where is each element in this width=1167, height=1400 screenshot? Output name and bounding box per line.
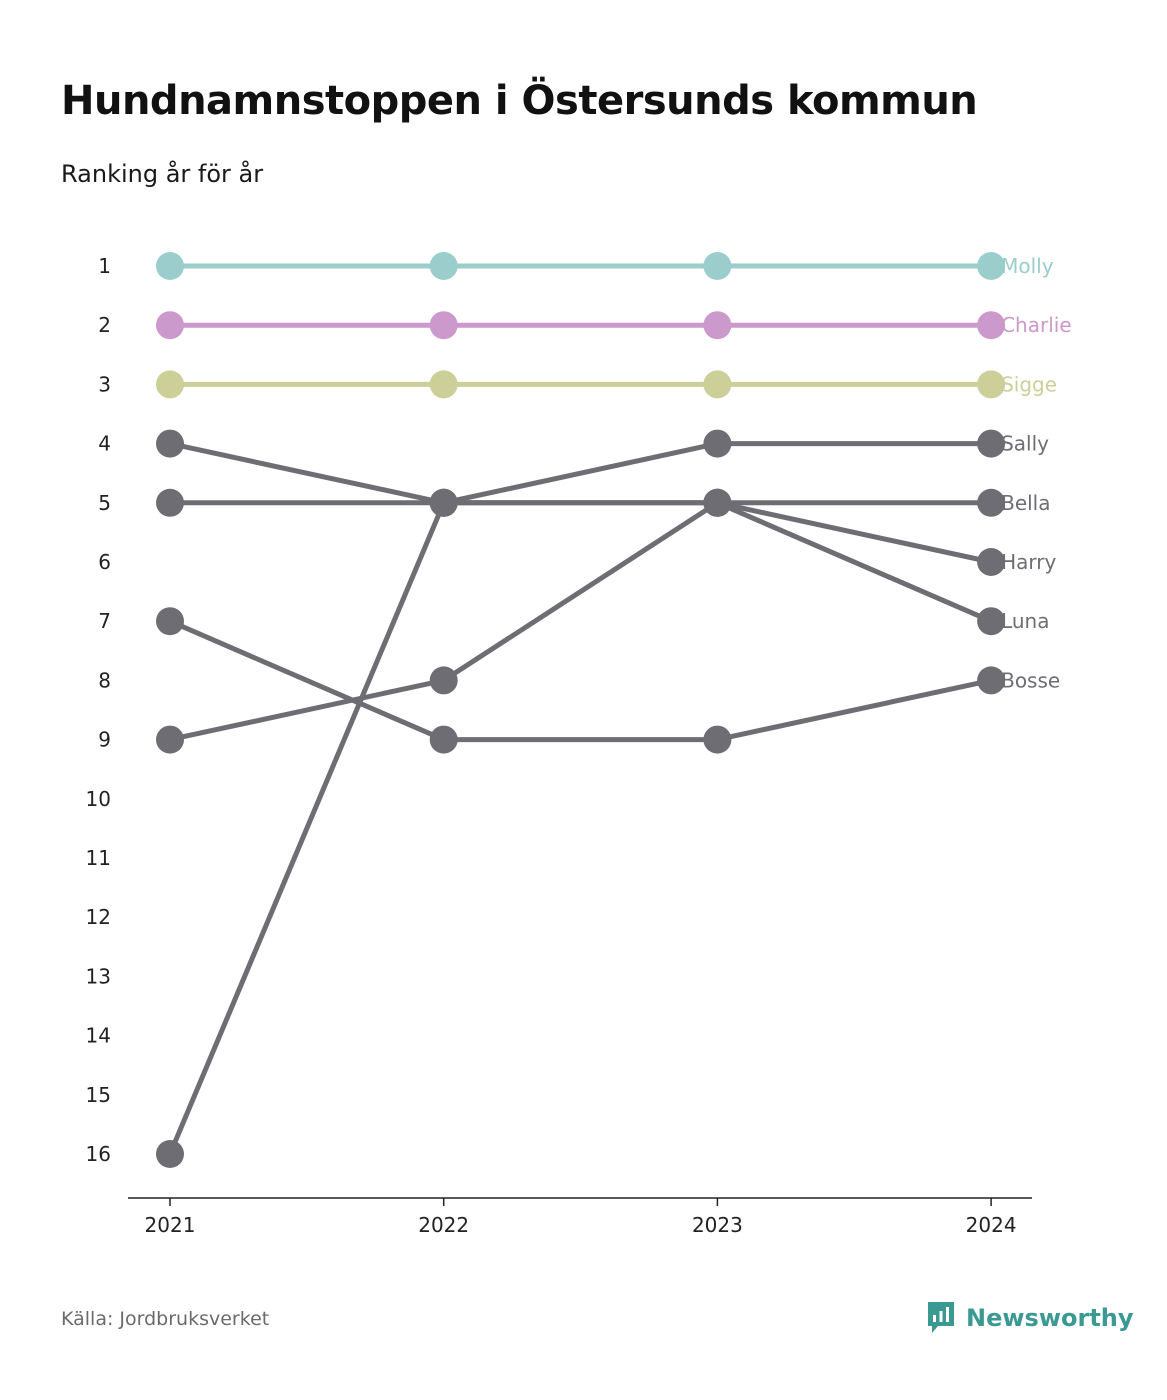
brand: Newsworthy [926, 1300, 1134, 1336]
data-point [156, 1140, 184, 1168]
data-point [703, 252, 732, 280]
y-tick-label: 14 [86, 1024, 111, 1048]
data-point [156, 252, 184, 280]
newsworthy-logo-icon [928, 1302, 954, 1333]
data-point [429, 311, 458, 340]
series-end-label: Bella [1001, 491, 1050, 515]
y-tick-label: 11 [86, 846, 111, 870]
data-point [429, 252, 458, 280]
data-point [156, 488, 184, 517]
y-tick-label: 16 [86, 1142, 111, 1166]
data-point [703, 725, 732, 754]
series-end-label: Molly [1001, 254, 1054, 278]
y-tick-label: 2 [98, 313, 111, 337]
data-point [156, 725, 184, 754]
data-point [703, 370, 732, 399]
series-charlie: Charlie [156, 311, 1072, 340]
y-tick-label: 12 [86, 905, 111, 929]
data-point [156, 370, 184, 399]
y-tick-label: 15 [86, 1083, 111, 1107]
chart-title: Hundnamnstoppen i Östersunds kommun [61, 78, 978, 124]
series-end-label: Bosse [1001, 668, 1060, 692]
y-tick-label: 13 [86, 964, 111, 988]
series-end-label: Sally [1001, 432, 1049, 456]
series-sally: Sally [156, 429, 1049, 1168]
data-point [429, 666, 458, 695]
data-point [703, 311, 732, 340]
x-tick-label: 2022 [418, 1213, 469, 1237]
y-tick-label: 9 [98, 728, 111, 752]
x-tick-label: 2023 [692, 1213, 743, 1237]
series-line [167, 618, 994, 743]
series-end-label: Sigge [1001, 372, 1057, 396]
series-luna: Luna [156, 429, 1050, 636]
data-point [977, 370, 1006, 399]
data-point [977, 488, 1006, 517]
y-tick-label: 4 [98, 432, 111, 456]
series-line [167, 500, 994, 743]
y-tick-label: 3 [98, 372, 111, 396]
series-molly: Molly [156, 252, 1054, 280]
y-tick-label: 6 [98, 550, 111, 574]
y-tick-label: 10 [86, 787, 111, 811]
brand-name: Newsworthy [966, 1304, 1134, 1332]
data-point [429, 370, 458, 399]
data-point [977, 607, 1006, 636]
x-tick-label: 2021 [145, 1213, 196, 1237]
y-tick-label: 1 [98, 254, 111, 278]
series-line [167, 441, 994, 1157]
data-point [977, 311, 1006, 340]
source-note: Källa: Jordbruksverket [61, 1308, 270, 1330]
y-tick-label: 8 [98, 668, 111, 692]
chart-subtitle: Ranking år för år [61, 160, 264, 188]
series-harry: Harry [156, 488, 1056, 754]
data-point [156, 429, 184, 458]
data-point [977, 666, 1006, 695]
data-point [703, 429, 732, 458]
series-end-label: Luna [1001, 609, 1049, 633]
series-layer: Bosse Luna Harry Bella Sally Sigge Charlie Moll… [156, 252, 1072, 1168]
series-bella: Bella [156, 488, 1051, 517]
data-point [429, 488, 458, 517]
series-bosse: Bosse [156, 607, 1060, 754]
data-point [156, 311, 184, 340]
data-point [703, 488, 732, 517]
data-point [977, 252, 1006, 280]
data-point [429, 725, 458, 754]
y-tick-label: 5 [98, 491, 111, 515]
y-tick-label: 7 [98, 609, 111, 633]
series-end-label: Harry [1001, 550, 1056, 574]
data-point [156, 607, 184, 636]
data-point [977, 429, 1006, 458]
x-axis: 2021 2022 2023 2024 [128, 1197, 1032, 1237]
series-sigge: Sigge [156, 370, 1057, 399]
data-point [977, 548, 1006, 576]
series-end-label: Charlie [1001, 313, 1072, 337]
x-tick-label: 2024 [966, 1213, 1017, 1237]
